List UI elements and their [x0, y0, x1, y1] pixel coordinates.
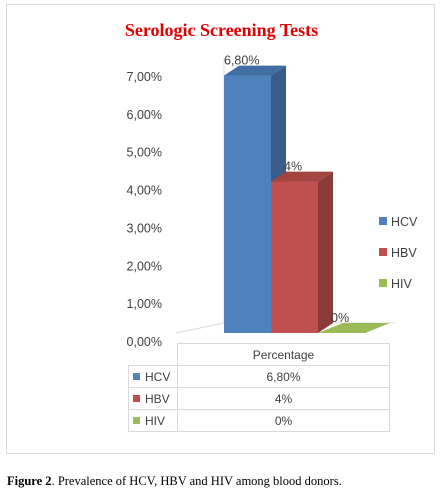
legend-label-hbv: HBV [391, 246, 417, 260]
hbv-bar-side [318, 171, 333, 333]
row-value-hbv: 4% [177, 387, 390, 410]
y-tick-label: 0,00% [127, 335, 162, 349]
row-label-hcv: HCV [145, 369, 171, 384]
legend-swatch-hbv [379, 248, 387, 256]
row-label-hbv: HBV [145, 391, 170, 406]
hbv-swatch [133, 394, 140, 402]
hcv-bar-front [224, 75, 271, 334]
figure-caption: Figure 2. Prevalence of HCV, HBV and HIV… [7, 474, 342, 489]
data-table-header-row: Percentage [129, 343, 390, 366]
hbv-bar-front [271, 181, 318, 333]
legend-label-hcv: HCV [391, 215, 418, 229]
hcv-swatch [133, 372, 140, 380]
hiv-bar-top [318, 323, 390, 333]
legend-swatch-hiv [379, 279, 387, 287]
data-table-row: HIV 0% [128, 409, 390, 432]
y-tick-label: 3,00% [127, 221, 162, 235]
legend-label-hiv: HIV [391, 277, 413, 291]
y-tick-label: 7,00% [127, 70, 162, 84]
back-wall-line [175, 58, 225, 334]
hiv-data-label: 0% [331, 311, 349, 325]
legend-swatch-hcv [379, 217, 387, 225]
y-tick-label: 1,00% [127, 297, 162, 311]
floor [128, 333, 426, 343]
hiv-swatch [133, 416, 140, 424]
row-label-hiv: HIV [145, 413, 166, 428]
data-table-row: HCV 6,80% [128, 365, 390, 388]
data-table: Percentage HCV 6,80% HBV 4% HIV 0% [128, 343, 390, 432]
chart-plot: 0,00% 1,00% 2,00% 3,00% 4,00% 5,00% 6,00% 7,00%… [127, 54, 426, 349]
y-tick-label: 6,00% [127, 108, 162, 122]
row-value-hcv: 6,80% [177, 365, 390, 388]
hbv-data-label: 4% [284, 160, 302, 174]
data-table-row: HBV 4% [128, 387, 390, 410]
caption-label: Figure 2 [7, 474, 52, 488]
y-tick-label: 5,00% [127, 146, 162, 160]
hcv-bar-top [224, 65, 286, 76]
y-tick-label: 2,00% [127, 259, 162, 273]
hbv-bar-top [271, 171, 333, 182]
y-tick-label: 4,00% [127, 184, 162, 198]
caption-text: . Prevalence of HCV, HBV and HIV among b… [51, 474, 342, 488]
row-value-hiv: 0% [177, 409, 390, 432]
chart-title: Serologic Screening Tests [124, 20, 319, 40]
data-table-header: Percentage [177, 343, 390, 366]
hcv-data-label: 6,80% [224, 54, 259, 68]
